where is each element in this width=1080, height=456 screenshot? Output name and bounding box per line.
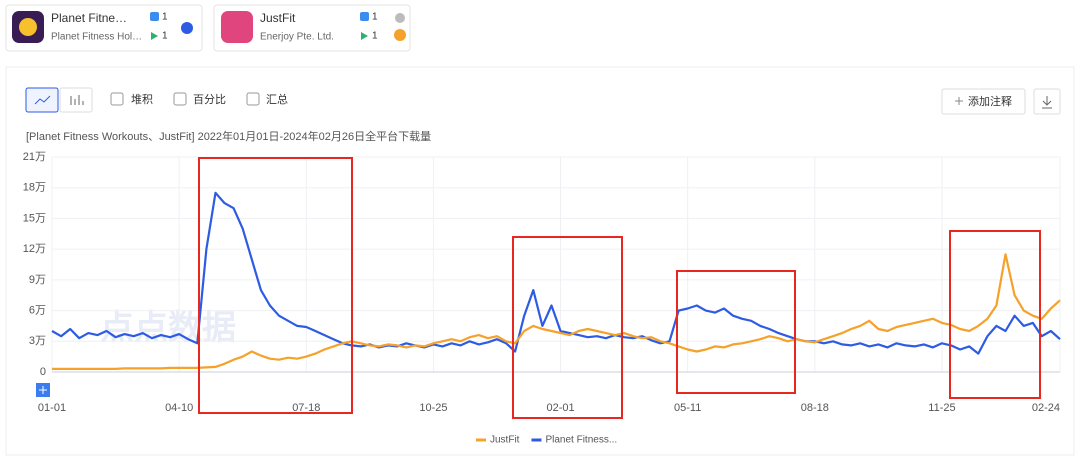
icon-glyph: [19, 18, 37, 36]
bar-view-button[interactable]: [59, 87, 93, 113]
watermark: 点点数据: [100, 309, 236, 347]
chart: 0 3万 6万 9万 12万 15万 18万 21万 01-01 04-10 07-18 10-25 0…: [23, 151, 1061, 446]
option[interactable]: 堆积: [110, 92, 153, 106]
bar-view-icon: [70, 95, 84, 105]
y-tick-label: 9万: [29, 274, 46, 286]
checkbox: [110, 92, 124, 106]
highlight-box: [198, 157, 353, 414]
series-line: [51, 191, 1061, 355]
legend-label: Planet Fitness...: [545, 435, 617, 446]
button-frame: [941, 88, 1026, 115]
x-tick-label: 02-01: [546, 402, 574, 414]
checkbox: [246, 92, 260, 106]
android-icon: [361, 32, 368, 40]
y-tick-label: 18万: [23, 182, 46, 194]
ios-rank: 1: [372, 12, 378, 23]
app-publisher: Enerjoy Pte. Ltd.: [260, 32, 334, 43]
add-note-button[interactable]: 添加注释: [941, 88, 1026, 115]
highlight-box: [949, 230, 1041, 399]
android-icon: [151, 32, 158, 40]
selected-icon: [181, 22, 193, 34]
legend-label: JustFit: [490, 435, 520, 446]
line-view-icon: [34, 95, 51, 105]
chart-panel: [5, 66, 1075, 456]
x-tick-label: 05-11: [674, 402, 701, 414]
app-card[interactable]: Planet Fitne… Planet Fitness Hol… 1 1: [5, 4, 203, 52]
y-tick-label: 15万: [23, 212, 46, 224]
app-name: Planet Fitne…: [51, 11, 127, 25]
series-line: [52, 253, 1061, 370]
ios-icon: [360, 12, 369, 21]
x-tick-label: 07-18: [292, 402, 320, 414]
download-icon: [1042, 96, 1052, 109]
app-publisher: Planet Fitness Hol…: [51, 32, 142, 43]
selected-icon: [394, 29, 406, 41]
remove-icon[interactable]: [395, 13, 405, 23]
y-tick-label: 3万: [29, 335, 46, 347]
checkbox: [173, 92, 187, 106]
option[interactable]: 百分比: [173, 92, 226, 106]
x-tick-label: 02-24: [1032, 402, 1060, 414]
x-tick-label: 01-01: [38, 402, 66, 414]
highlight-box: [676, 270, 796, 394]
ios-icon: [150, 12, 159, 21]
y-tick-label: 6万: [29, 304, 46, 316]
highlight-boxes: [198, 157, 1041, 419]
plus-icon: [955, 97, 963, 105]
highlight-box: [512, 236, 623, 419]
zoom-icon: [39, 386, 47, 394]
y-tick-label: 0: [40, 366, 46, 378]
x-tick-label: 08-18: [801, 402, 829, 414]
app-icon: [221, 11, 253, 43]
x-tick-label: 11-25: [928, 402, 955, 414]
option-label: 堆积: [131, 93, 153, 106]
android-rank: 1: [372, 31, 378, 42]
x-tick-label: 10-25: [419, 402, 447, 414]
option[interactable]: 汇总: [246, 92, 288, 106]
android-rank: 1: [162, 31, 168, 42]
y-tick-label: 21万: [23, 151, 46, 163]
app-card[interactable]: JustFit Enerjoy Pte. Ltd. 1 1: [213, 4, 411, 52]
option-label: 百分比: [193, 93, 226, 106]
app-name: JustFit: [260, 11, 296, 25]
chart-subtitle: [Planet Fitness Workouts、JustFit] 2022年0…: [26, 129, 431, 143]
x-tick-label: 04-10: [165, 402, 193, 414]
option-label: 汇总: [266, 92, 288, 106]
button-label: 添加注释: [968, 94, 1012, 108]
ios-rank: 1: [162, 12, 168, 23]
y-tick-label: 12万: [23, 243, 46, 255]
